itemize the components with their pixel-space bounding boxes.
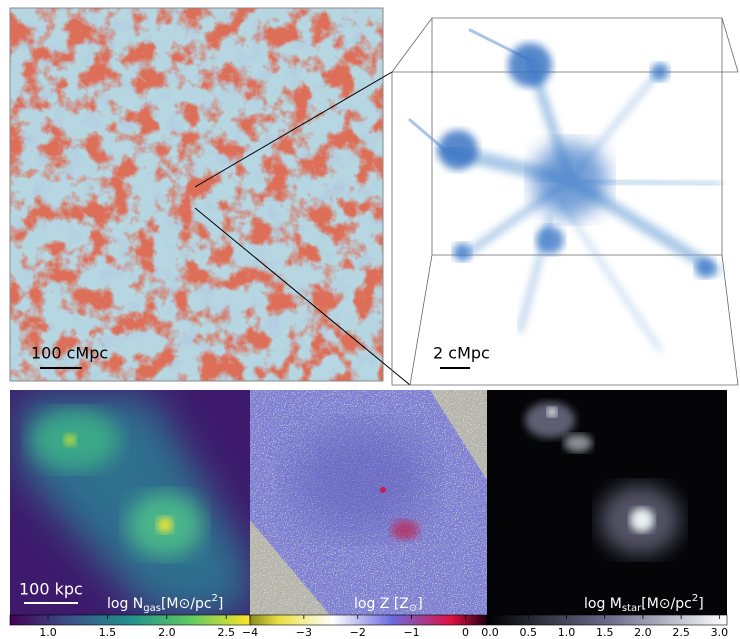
colorbar (9, 614, 251, 626)
colorbar-tick-label: 2.5 (217, 626, 235, 639)
colorbar-tick-label: 1.5 (99, 626, 117, 639)
panel-label: log Z [Z⊙] (354, 596, 423, 614)
colorbar-tick-label: 1.0 (39, 626, 57, 639)
label-part: 2 (212, 593, 218, 604)
colorbar-tick-label: 0.0 (481, 626, 499, 639)
label-part: [M⊙/pc (641, 596, 692, 612)
zoom-line (194, 207, 411, 386)
label-part: log M (584, 596, 622, 612)
colorbar-tick-label: 2.5 (672, 626, 690, 639)
label-part: star (622, 603, 642, 614)
colorbar (486, 614, 728, 626)
colorbar-tick-label: 3.0 (711, 626, 729, 639)
colorbar-tick-label: −1 (403, 626, 419, 639)
cosmic-web-image (9, 7, 384, 382)
label-part: ] (218, 596, 223, 612)
stellar-panel (487, 390, 727, 615)
halos (438, 43, 715, 278)
zoom-line (194, 71, 393, 188)
colorbar-tick-label: 0 (462, 626, 469, 639)
colorbar-tick-label: −3 (296, 626, 312, 639)
label-part: log N (107, 596, 143, 612)
label-part: gas (143, 603, 161, 614)
colorbar-tick-label: −2 (350, 626, 366, 639)
label-part: [M⊙/pc (161, 596, 212, 612)
gas-panel (10, 390, 250, 615)
panel-label: log Ngas[M⊙/pc2] (107, 593, 223, 614)
colorbar-tick-label: 1.0 (558, 626, 576, 639)
label-part: ⊙ (409, 603, 417, 614)
halo-3d-render (391, 17, 739, 386)
colorbar-tick-label: 0.5 (520, 626, 538, 639)
colorbar-tick-label: 2.0 (634, 626, 652, 639)
label-part: log Z [Z (354, 596, 409, 612)
colorbar (249, 614, 488, 626)
label-part: 2 (692, 593, 698, 604)
colorbar-tick-label: 1.5 (596, 626, 614, 639)
metallicity-panel (250, 390, 487, 615)
panel-label: log Mstar[M⊙/pc2] (584, 593, 704, 614)
label-part: ] (698, 596, 703, 612)
scale-label: 100 kpc (19, 580, 83, 599)
colorbar-tick-label: −4 (242, 626, 258, 639)
colorbar-tick-label: 2.0 (158, 626, 176, 639)
scale-label: 100 cMpc (31, 344, 108, 363)
scale-label: 2 cMpc (433, 344, 490, 363)
label-part: ] (417, 596, 422, 612)
